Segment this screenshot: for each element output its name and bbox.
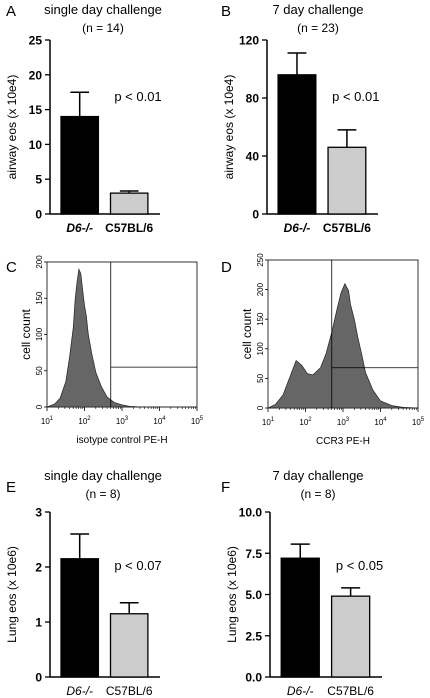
chart-subtitle: (n = 14) bbox=[82, 21, 124, 35]
x-tick-label: 102 bbox=[299, 417, 312, 427]
significance-annotation: p < 0.05 bbox=[336, 558, 383, 573]
y-tick-label: 0 bbox=[35, 671, 42, 685]
y-tick-label: 50 bbox=[256, 373, 265, 382]
y-tick-label: 50 bbox=[35, 366, 44, 375]
x-tick-label: C57BL/6 bbox=[106, 684, 153, 698]
panel-label: E bbox=[6, 479, 16, 496]
y-tick-label: 20 bbox=[29, 68, 43, 82]
y-tick-label: 1 bbox=[35, 616, 42, 630]
y-tick-label: 80 bbox=[246, 92, 260, 106]
y-tick-label: 150 bbox=[35, 291, 44, 305]
bar bbox=[109, 613, 149, 678]
x-tick-label: 104 bbox=[153, 416, 166, 426]
chart-subtitle: (n = 8) bbox=[300, 487, 335, 501]
x-tick-label: 105 bbox=[412, 417, 425, 427]
histogram-area bbox=[267, 282, 419, 409]
y-tick-label: 200 bbox=[35, 255, 44, 269]
x-tick-label: D6-/- bbox=[284, 221, 311, 235]
y-tick-label: 25 bbox=[29, 34, 43, 48]
significance-annotation: p < 0.01 bbox=[114, 89, 161, 104]
y-tick-label: 0.0 bbox=[245, 671, 262, 685]
y-tick-label: 0 bbox=[35, 208, 42, 222]
y-tick-label: 200 bbox=[256, 282, 265, 296]
x-tick-label: 102 bbox=[78, 416, 91, 426]
y-tick-label: 100 bbox=[35, 327, 44, 341]
panel-f: F 7 day challenge (n = 8) 0.0 2.5 5.0 7.5 10.0 L… bbox=[221, 468, 383, 698]
x-tick-label: D6-/- bbox=[66, 684, 93, 698]
y-tick-label: 3 bbox=[35, 506, 42, 520]
chart-title: 7 day challenge bbox=[272, 468, 363, 483]
y-tick-label: 5 bbox=[35, 173, 42, 187]
y-tick-label: 10.0 bbox=[239, 506, 263, 520]
chart-title: single day challenge bbox=[44, 2, 162, 17]
panel-label: C bbox=[6, 259, 17, 276]
y-tick-label: 10 bbox=[29, 138, 43, 152]
y-tick-label: 150 bbox=[256, 312, 265, 326]
significance-annotation: p < 0.07 bbox=[114, 558, 161, 573]
y-tick-label: 5.0 bbox=[245, 588, 262, 602]
panel-label: F bbox=[221, 479, 230, 496]
y-axis-label: Lung eos (x 10e6) bbox=[5, 546, 19, 643]
x-tick-label: 101 bbox=[41, 416, 54, 426]
bar bbox=[60, 558, 100, 678]
y-axis-label: Lung eos (x 10e6) bbox=[225, 546, 239, 643]
x-axis-label: CCR3 PE-H bbox=[316, 436, 370, 447]
x-tick-label: C57BL/6 bbox=[323, 221, 371, 235]
x-tick-label: 103 bbox=[116, 416, 129, 426]
panel-label: A bbox=[6, 3, 16, 20]
y-tick-label: 2 bbox=[35, 561, 42, 575]
y-tick-label: 0 bbox=[35, 404, 44, 409]
histogram-area bbox=[46, 268, 197, 408]
panel-label: B bbox=[221, 3, 231, 20]
x-axis-label: isotype control PE-H bbox=[76, 435, 167, 446]
y-axis-label: cell count bbox=[240, 308, 254, 359]
y-tick-label: 120 bbox=[239, 34, 259, 48]
significance-annotation: p < 0.01 bbox=[332, 89, 379, 104]
y-tick-label: 250 bbox=[256, 253, 265, 267]
bar bbox=[280, 557, 320, 678]
y-tick-label: 40 bbox=[246, 150, 260, 164]
chart-subtitle: (n = 8) bbox=[85, 487, 120, 501]
y-tick-label: 2.5 bbox=[245, 629, 262, 643]
x-tick-label: 104 bbox=[374, 417, 387, 427]
y-tick-label: 0 bbox=[252, 208, 259, 222]
y-axis-label: airway eos (x 10e4) bbox=[5, 75, 19, 180]
y-tick-label: 100 bbox=[256, 342, 265, 356]
panel-b: B 7 day challenge (n = 23) 0 40 80 120 airway e… bbox=[221, 2, 379, 235]
bar bbox=[277, 74, 317, 215]
x-tick-label: D6-/- bbox=[66, 221, 93, 235]
y-tick-label: 15 bbox=[29, 103, 43, 117]
panel-d: D 0 50 100 150 200 250 101 102 103 104 105 CCR3 PE-H… bbox=[221, 253, 425, 447]
x-tick-label: 101 bbox=[262, 417, 275, 427]
chart-title: single day challenge bbox=[44, 468, 162, 483]
y-tick-label: 0 bbox=[256, 405, 265, 410]
panel-c: C 0 50 100 150 200 101 102 103 104 105 isotype cont… bbox=[6, 255, 204, 446]
x-tick-label: C57BL/6 bbox=[105, 221, 153, 235]
chart-subtitle: (n = 23) bbox=[297, 21, 339, 35]
y-axis-label: cell count bbox=[19, 308, 33, 359]
panel-label: D bbox=[221, 259, 232, 276]
bar bbox=[60, 115, 100, 215]
y-axis-label: airway eos (x 10e4) bbox=[222, 75, 236, 180]
bar bbox=[109, 192, 149, 215]
bar bbox=[327, 146, 367, 215]
x-tick-label: 105 bbox=[191, 416, 204, 426]
chart-title: 7 day challenge bbox=[272, 2, 363, 17]
x-tick-label: D6-/- bbox=[287, 684, 314, 698]
x-tick-label: C57BL/6 bbox=[327, 684, 374, 698]
x-tick-label: 103 bbox=[337, 417, 350, 427]
y-tick-label: 7.5 bbox=[245, 547, 262, 561]
bar bbox=[330, 595, 371, 678]
